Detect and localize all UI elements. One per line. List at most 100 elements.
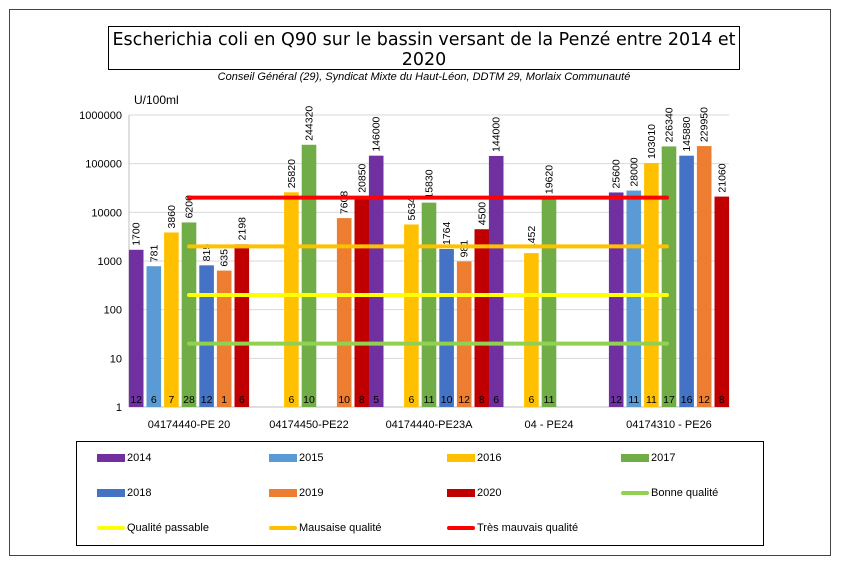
legend-item: 2016	[447, 452, 501, 464]
bar-value-label: 244320	[304, 106, 316, 141]
bar-count-label: 10	[338, 394, 350, 406]
bar-value-label: 5634	[406, 197, 418, 221]
bar-value-label: 781	[148, 245, 160, 263]
bar	[696, 146, 712, 407]
bar-count-label: 6	[239, 394, 245, 406]
bar-value-label: 1764	[441, 221, 453, 245]
legend-color-swatch	[269, 489, 297, 497]
legend-label: Mausaise qualité	[299, 522, 382, 534]
y-tick-label: 10	[110, 353, 122, 365]
bar-count-label: 8	[719, 394, 725, 406]
bar-count-label: 7	[168, 394, 174, 406]
bar-value-label: 103010	[646, 124, 658, 159]
x-tick-label: 04 - PE24	[525, 419, 574, 431]
legend-item: 2020	[447, 487, 501, 499]
bar	[608, 192, 624, 407]
bar	[661, 146, 677, 407]
bar-count-label: 12	[610, 394, 622, 406]
bar-value-label: 144000	[491, 117, 503, 152]
bar-count-label: 12	[130, 394, 142, 406]
bar	[301, 144, 317, 407]
bar	[474, 229, 490, 407]
y-tick-label: 100000	[85, 159, 122, 171]
legend-item: Qualité passable	[97, 522, 209, 534]
chart-subtitle: Conseil Général (29), Syndicat Mixte du …	[217, 71, 631, 83]
bar	[679, 155, 694, 407]
legend-color-swatch	[621, 454, 649, 462]
legend-item: Bonne qualité	[621, 487, 718, 499]
legend-color-swatch	[447, 489, 475, 497]
bar-count-label: 6	[408, 394, 414, 406]
legend-item: 2017	[621, 452, 675, 464]
bar-value-label: 1452	[526, 226, 538, 250]
bar-value-label: 145880	[681, 116, 693, 151]
legend-item: Très mauvais qualité	[447, 522, 578, 534]
bar-count-label: 6	[528, 394, 534, 406]
legend-label: 2018	[127, 487, 152, 499]
bar-value-label: 146000	[371, 116, 383, 151]
bar-value-label: 1700	[131, 222, 143, 246]
legend-item: 2015	[269, 452, 323, 464]
bar-count-label: 6	[493, 394, 499, 406]
bar	[354, 196, 370, 407]
bar	[439, 249, 454, 407]
bar-value-label: 981	[459, 240, 471, 258]
chart-title: Escherichia coli en Q90 sur le bassin ve…	[112, 30, 736, 70]
bar-count-label: 6	[151, 394, 157, 406]
bar	[541, 198, 557, 407]
legend-label: Très mauvais qualité	[477, 522, 579, 534]
bar-count-label: 17	[663, 394, 675, 406]
bar	[336, 218, 352, 407]
bar-value-label: 7608	[339, 191, 351, 215]
bar	[368, 155, 384, 407]
y-tick-label: 1	[116, 402, 122, 414]
legend-color-swatch	[447, 454, 475, 462]
legend-line-swatch	[269, 526, 297, 530]
bar	[404, 224, 419, 407]
bar-value-label: 4500	[476, 202, 488, 226]
bar-value-label: 2198	[236, 217, 248, 241]
bar-count-label: 28	[183, 394, 195, 406]
bar-value-label: 21060	[716, 163, 728, 192]
legend-color-swatch	[269, 454, 297, 462]
x-tick-label: 04174450-PE22	[269, 419, 349, 431]
legend-line-swatch	[621, 491, 649, 495]
legend-label: 2014	[127, 452, 152, 464]
bar-value-label: 20850	[356, 163, 368, 192]
bar-count-label: 6	[288, 394, 294, 406]
bar-value-label: 19620	[544, 165, 556, 194]
bar-value-label: 6200	[184, 195, 196, 219]
x-tick-label: 04174440-PE23A	[386, 419, 474, 431]
legend-line-swatch	[97, 526, 125, 530]
bar-value-label: 229950	[699, 107, 711, 142]
x-tick-label: 04174440-PE 20	[148, 419, 231, 431]
y-tick-label: 1000	[98, 256, 122, 268]
y-tick-label: 100	[104, 305, 122, 317]
bar-count-label: 12	[201, 394, 213, 406]
legend-item: 2014	[97, 452, 151, 464]
bar-value-label: 28000	[628, 157, 640, 186]
legend-item: 2018	[97, 487, 151, 499]
bar-value-label: 25820	[286, 159, 298, 188]
legend-label: 2020	[477, 487, 502, 499]
bar-count-label: 10	[441, 394, 453, 406]
legend-color-swatch	[97, 489, 125, 497]
bar-count-label: 12	[458, 394, 470, 406]
bar-count-label: 8	[359, 394, 365, 406]
legend-item: Mausaise qualité	[269, 522, 382, 534]
bar-count-label: 11	[424, 394, 435, 406]
bar	[524, 253, 539, 407]
bar-value-label: 25600	[611, 159, 623, 188]
legend-label: Bonne qualité	[651, 487, 719, 499]
y-axis-label: U/100ml	[134, 93, 179, 107]
bar	[146, 266, 162, 407]
bar	[128, 249, 144, 407]
bar-count-label: 16	[681, 394, 693, 406]
legend-color-swatch	[97, 454, 125, 462]
bar-count-label: 1	[221, 394, 227, 406]
title-box: Escherichia coli en Q90 sur le bassin ve…	[108, 26, 740, 83]
bar	[714, 196, 730, 407]
legend-label: 2015	[299, 452, 324, 464]
bar-count-label: 11	[646, 394, 657, 406]
